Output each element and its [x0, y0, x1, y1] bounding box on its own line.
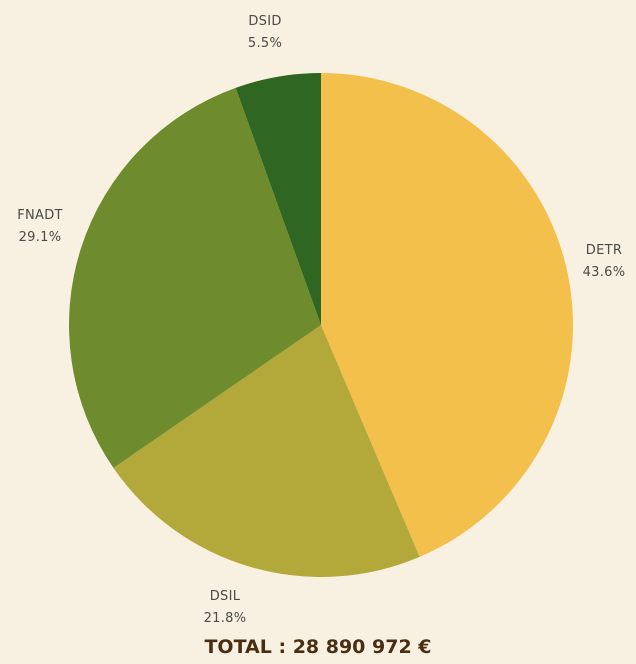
slice-label-dsid: DSID — [248, 14, 281, 29]
slice-percent-dsid: 5.5% — [248, 36, 282, 51]
slice-label-fnadt: FNADT — [17, 208, 63, 223]
slice-label-dsil: DSIL — [210, 589, 241, 604]
pie-slice-detr — [321, 73, 574, 557]
slice-percent-dsil: 21.8% — [204, 611, 247, 626]
slice-percent-fnadt: 29.1% — [19, 230, 62, 245]
labels-group: DETR 43.6% DSIL 21.8% FNADT 29.1% DSID 5.5% — [17, 14, 625, 626]
pie-slice-dsid — [235, 73, 321, 325]
pie-slice-fnadt — [69, 87, 322, 468]
slices-group — [69, 73, 574, 578]
pie-slice-dsil — [113, 325, 420, 578]
total-label: TOTAL : 28 890 972 € — [204, 636, 432, 658]
slice-percent-detr: 43.6% — [583, 265, 626, 280]
slice-label-detr: DETR — [586, 243, 622, 258]
